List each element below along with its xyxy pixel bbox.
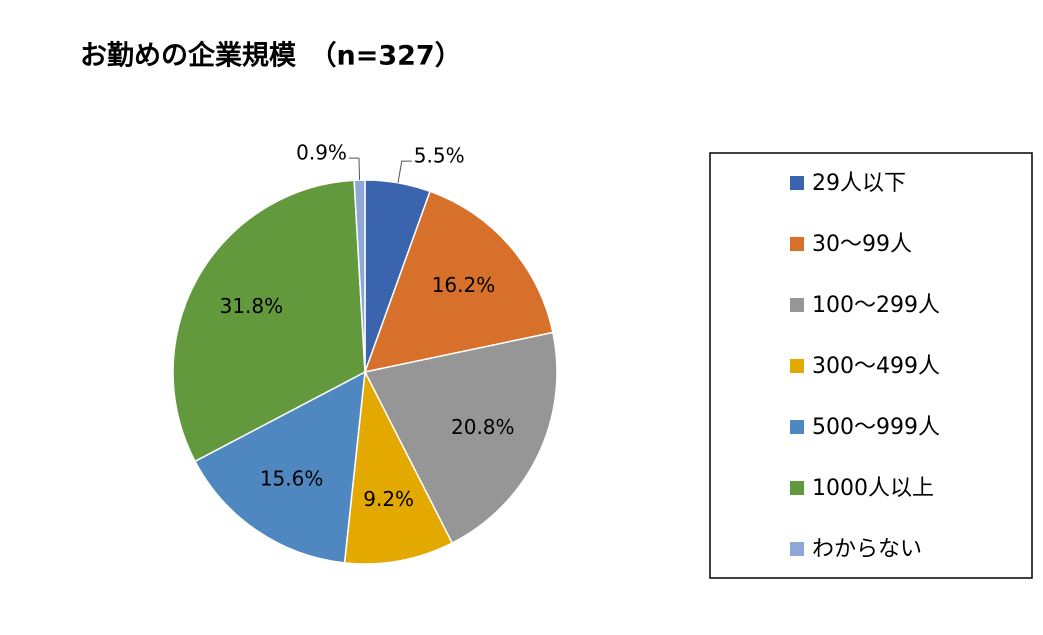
legend-box	[709, 152, 1033, 579]
legend-swatch	[790, 176, 804, 190]
pie-slice	[172, 179, 366, 463]
data-label: 16.2%	[432, 273, 496, 297]
data-label: 5.5%	[414, 144, 465, 168]
data-label: 15.6%	[260, 466, 324, 490]
legend-swatch	[790, 359, 804, 373]
legend-label: 1000人以上	[812, 476, 934, 501]
legend-label: 29人以下	[812, 171, 906, 196]
legend-label: 100〜299人	[812, 293, 940, 318]
legend-swatch	[790, 542, 804, 556]
pie-slice	[363, 331, 558, 545]
data-label: 31.8%	[220, 294, 284, 318]
legend-label: 30〜99人	[812, 232, 912, 257]
legend-swatch	[790, 420, 804, 434]
legend-label: 500〜999人	[812, 415, 940, 440]
legend-label: わからない	[812, 537, 922, 562]
data-label: 9.2%	[363, 487, 414, 511]
chart-title: お勤めの企業規模 （n=327）	[80, 40, 462, 72]
legend-swatch	[790, 481, 804, 495]
legend-label: 300〜499人	[812, 354, 940, 379]
legend-swatch	[790, 237, 804, 251]
data-label: 20.8%	[451, 415, 515, 439]
pie-slice	[194, 370, 366, 564]
leader-line	[348, 157, 361, 181]
pie-slice	[353, 179, 366, 373]
data-label: 0.9%	[296, 141, 347, 165]
pie-slice	[343, 369, 454, 565]
leader-line	[397, 160, 412, 183]
pie-slice	[363, 190, 554, 374]
legend-swatch	[790, 298, 804, 312]
